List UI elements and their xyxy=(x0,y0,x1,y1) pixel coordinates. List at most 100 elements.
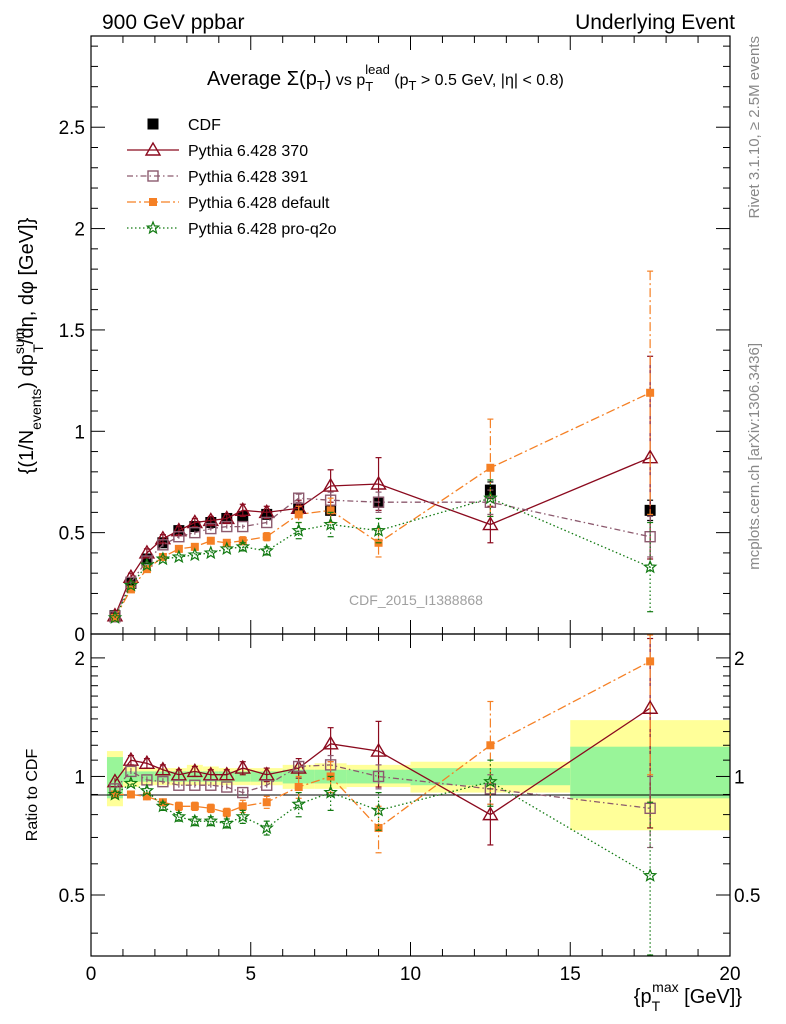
main-data-point xyxy=(190,542,199,551)
ylabel-part2-sub: T xyxy=(30,344,46,353)
xlabel-sup: max xyxy=(652,979,678,995)
main-data-point xyxy=(235,539,251,554)
main-data-point xyxy=(187,547,203,562)
title-sigma-close: ) xyxy=(325,68,332,90)
ratio-y-tick-label: 1 xyxy=(74,767,85,788)
ratio-data-point xyxy=(107,786,123,801)
legend-label: Pythia 6.428 pro-q2o xyxy=(188,221,337,238)
main-data-point xyxy=(206,536,215,545)
ratio-data-point xyxy=(482,806,499,821)
main-data-point xyxy=(234,501,251,517)
ratio-data-point xyxy=(186,763,204,778)
ratio-data-point xyxy=(486,741,495,750)
legend-label: Pythia 6.428 default xyxy=(188,195,330,212)
ratio-data-point xyxy=(259,820,274,835)
xlabel-suffix: [GeV]} xyxy=(679,986,743,1008)
ylabel-part1-sub: events xyxy=(28,389,44,430)
legend-marker xyxy=(145,220,161,235)
x-axis-label: {pTmax [GeV]} xyxy=(634,979,743,1014)
ratio-data-point xyxy=(173,779,185,791)
ratio-panel-ticks xyxy=(90,634,731,956)
ratio-data-point xyxy=(262,798,271,807)
ratio-data-point xyxy=(157,775,169,788)
ratio-data-point xyxy=(483,774,498,788)
legend-marker xyxy=(147,118,159,130)
main-data-point xyxy=(202,512,220,527)
x-tick-label: 5 xyxy=(245,964,256,985)
ratio-series-line xyxy=(114,781,651,877)
main-y-tick-labels: 0 0.5 1 1.5 2 2.5 xyxy=(59,118,85,646)
legend-entry: Pythia 6.428 391 xyxy=(127,169,308,186)
main-y-tick-label: 2.5 xyxy=(59,118,85,139)
legend-label: Pythia 6.428 391 xyxy=(188,169,308,186)
main-data-point xyxy=(142,565,151,574)
ratio-data-point xyxy=(221,781,233,793)
legend-marker xyxy=(149,198,157,206)
main-data-point xyxy=(322,477,339,492)
ratio-data-point xyxy=(237,786,249,799)
main-title: Average Σ(pT) vs pTlead (pT > 0.5 GeV, |… xyxy=(207,62,564,94)
main-data-point xyxy=(261,516,273,529)
main-data-point xyxy=(371,522,386,537)
main-series-pythia-6-428-370 xyxy=(106,355,659,622)
main-data-point xyxy=(157,539,169,551)
ratio-stat-uncertainty-band xyxy=(234,771,251,782)
ylabel-part2: ) dp xyxy=(16,354,38,388)
legend-label: Pythia 6.428 370 xyxy=(188,143,308,160)
main-y-tick-label: 1.5 xyxy=(59,321,85,342)
ratio-data-point xyxy=(187,813,203,828)
legend: CDF Pythia 6.428 370 Pythia 6.428 391 Pythi… xyxy=(127,117,337,238)
ratio-panel-series xyxy=(106,634,659,956)
main-data-point xyxy=(126,585,135,594)
ratio-y-tick-label: 0.5 xyxy=(59,886,85,907)
title-cut-2: > 0.5 GeV, |η| < 0.8) xyxy=(416,72,563,89)
main-data-point xyxy=(259,543,274,558)
ylabel-part1: {(1/N xyxy=(16,430,38,474)
main-data-point xyxy=(483,490,498,505)
main-data-point xyxy=(221,520,233,533)
main-data-point xyxy=(237,520,249,533)
title-vs: vs p xyxy=(331,72,365,89)
main-series-pythia-6-428-pro-q2o xyxy=(107,479,658,624)
title-sigma: Σ(p xyxy=(287,68,317,90)
ratio-data-point xyxy=(641,699,659,714)
main-data-point xyxy=(107,610,123,624)
ratio-data-point xyxy=(294,783,303,792)
ratio-data-point xyxy=(292,760,305,773)
ratio-data-point xyxy=(218,766,236,781)
main-data-point xyxy=(203,545,219,560)
main-y-tick-label: 1 xyxy=(74,422,85,443)
main-data-point xyxy=(642,559,658,574)
header-left: 900 GeV ppbar xyxy=(102,11,244,34)
ratio-data-point xyxy=(171,809,187,823)
ratio-data-point xyxy=(110,790,119,799)
legend-entry: Pythia 6.428 default xyxy=(127,195,330,212)
mcplots-label: mcplots.cern.ch [arXiv:1306.3436] xyxy=(746,343,763,570)
xlabel-prefix: {p xyxy=(634,986,652,1008)
main-data-point xyxy=(219,541,235,556)
ratio-data-point xyxy=(123,775,139,790)
xlabel-sub: T xyxy=(652,998,661,1014)
main-data-point xyxy=(218,510,236,525)
ratio-data-point xyxy=(370,742,387,757)
ylabel-part3: /dη, dφ [GeV]} xyxy=(16,217,38,344)
ratio-stat-uncertainty-band xyxy=(106,757,123,799)
main-data-point xyxy=(291,522,306,537)
legend-marker xyxy=(147,170,159,182)
header-right: Underlying Event xyxy=(575,11,735,34)
title-cut-1: (p xyxy=(390,72,409,89)
main-data-point xyxy=(173,530,185,543)
ratio-data-point xyxy=(138,754,156,769)
main-data-point xyxy=(123,577,139,592)
ratio-data-point xyxy=(142,792,151,801)
x-tick-label: 20 xyxy=(719,964,740,985)
main-data-point xyxy=(646,388,655,397)
main-data-point xyxy=(326,506,335,515)
main-data-point xyxy=(110,613,119,622)
ratio-data-point xyxy=(238,802,247,811)
title-vs-sup: lead xyxy=(365,62,390,77)
analysis-watermark: CDF_2015_I1388868 xyxy=(349,592,483,608)
main-y-tick-label: 0.5 xyxy=(59,524,85,545)
ratio-data-point xyxy=(261,779,273,791)
